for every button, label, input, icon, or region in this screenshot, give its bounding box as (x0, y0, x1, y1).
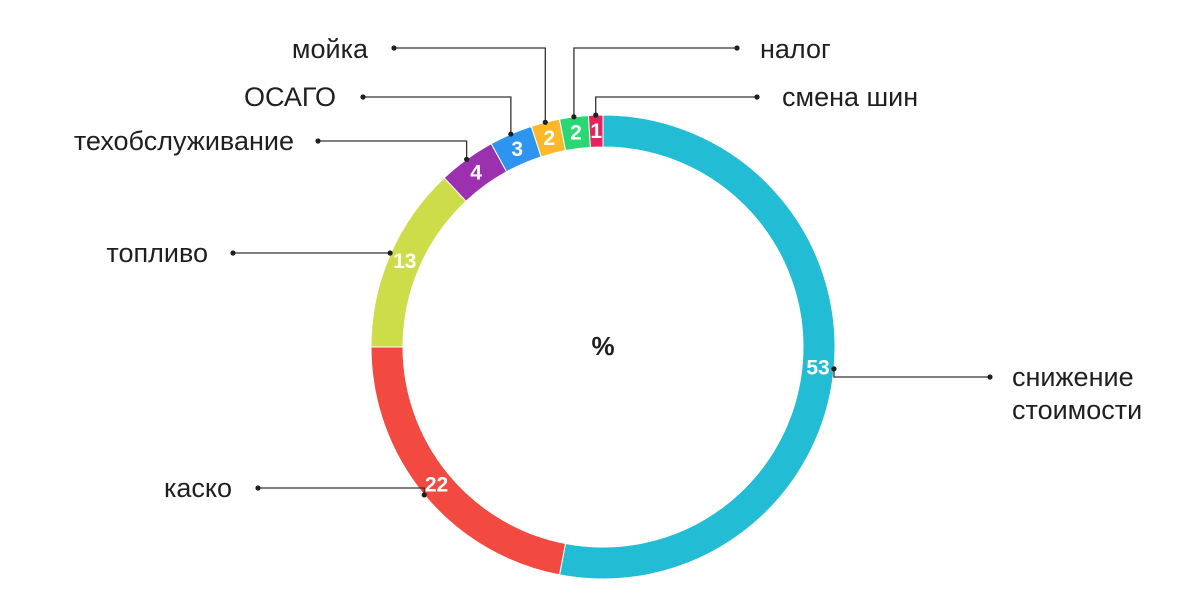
leader-line-5 (363, 96, 512, 135)
category-label-8: смена шин (782, 82, 918, 112)
category-label-7: налог (760, 34, 831, 64)
leader-dot-outer-4 (315, 138, 321, 144)
leader-dot-inner-7 (571, 114, 577, 120)
leader-line-1 (833, 368, 990, 378)
leader-dot-outer-2 (255, 485, 261, 491)
slices-group (370, 114, 836, 580)
leader-dot-outer-6 (391, 45, 397, 51)
leader-dot-inner-6 (542, 119, 548, 125)
leader-dot-outer-3 (230, 250, 236, 256)
category-label-5: ОСАГО (244, 82, 336, 112)
leader-dot-inner-8 (593, 112, 599, 118)
slice-2 (370, 346, 567, 576)
slice-1 (558, 114, 836, 580)
leader-dot-inner-4 (464, 156, 470, 162)
category-label-2: каско (164, 473, 232, 503)
value-label-3: 13 (393, 250, 416, 273)
value-label-2: 22 (425, 474, 448, 497)
category-label-3: топливо (106, 238, 208, 268)
center-label: % (591, 331, 614, 361)
value-label-4: 4 (470, 161, 482, 184)
category-label-4: техобслуживание (74, 126, 294, 156)
value-label-6: 2 (543, 127, 555, 150)
leader-line-7 (573, 47, 737, 117)
leader-dot-outer-1 (987, 374, 993, 380)
slice-3 (370, 177, 467, 348)
leader-dot-outer-7 (734, 45, 740, 51)
leader-line-4 (318, 140, 468, 160)
leader-dot-inner-2 (421, 492, 427, 498)
value-label-5: 3 (511, 138, 523, 161)
value-label-7: 2 (570, 122, 582, 145)
leader-dot-outer-5 (360, 94, 366, 100)
leader-dot-inner-3 (387, 250, 393, 256)
value-label-8: 1 (590, 120, 602, 143)
leader-dot-inner-1 (831, 366, 837, 372)
category-label-6: мойка (292, 34, 369, 64)
category-labels-group: снижение стоимости каско топливо техобслужив… (74, 34, 1142, 503)
value-label-1: 53 (806, 356, 829, 379)
leader-lines-group (230, 45, 993, 498)
leader-dot-inner-5 (508, 131, 514, 137)
category-label-1: снижение стоимости (1012, 362, 1142, 425)
leader-line-8 (595, 96, 757, 116)
leader-dot-outer-8 (754, 94, 760, 100)
leader-line-2 (258, 487, 425, 495)
leader-line-6 (394, 47, 546, 123)
